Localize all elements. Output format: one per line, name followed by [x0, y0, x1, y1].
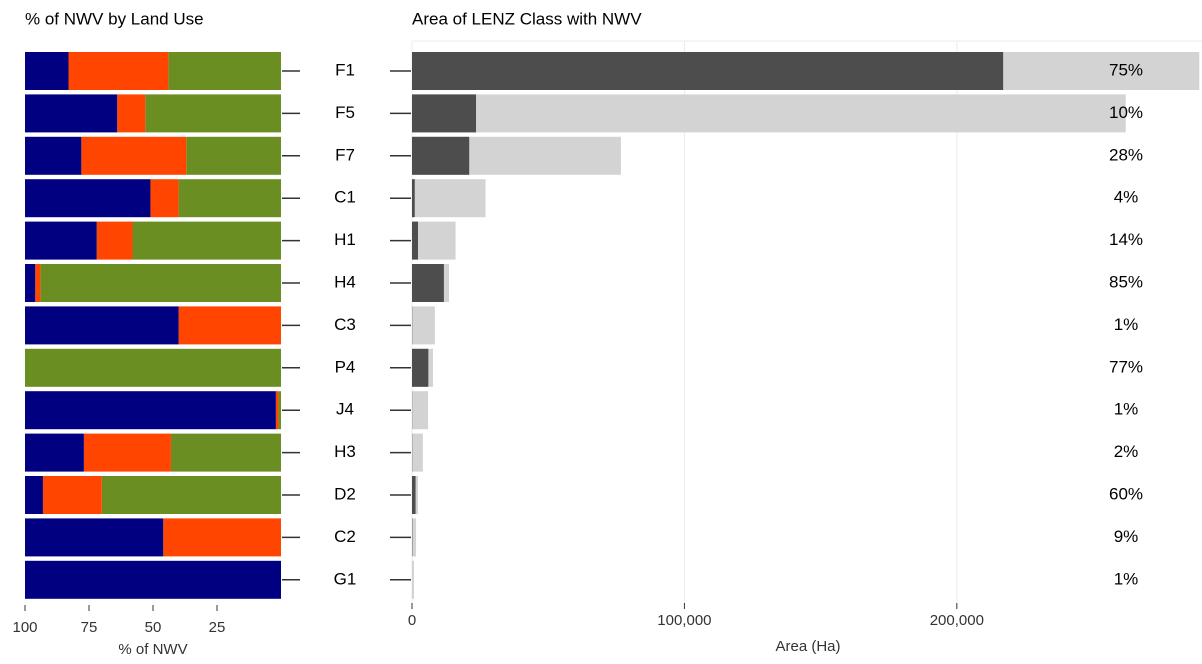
bar-segment	[25, 560, 281, 599]
bar-segment	[25, 306, 179, 345]
bar-segment	[83, 433, 171, 472]
bar-segment	[117, 94, 146, 133]
y-tick-label: H1	[334, 230, 356, 249]
bar	[412, 94, 477, 133]
bar-label: 60%	[1109, 484, 1143, 503]
bar-segment	[132, 221, 281, 260]
right-title: Area of LENZ Class with NWV	[412, 9, 642, 28]
bar-label: 4%	[1114, 188, 1139, 207]
bar-segment	[170, 433, 281, 472]
bar	[412, 136, 470, 175]
bar	[412, 52, 1004, 90]
x-tick-label: 100	[12, 619, 37, 636]
y-tick-label: F1	[335, 60, 355, 79]
bar-segment	[25, 476, 43, 514]
bar-label: 14%	[1109, 230, 1143, 249]
bar-segment	[101, 476, 281, 514]
bar-segment	[186, 136, 281, 175]
bar	[412, 221, 418, 260]
bar-label: 75%	[1109, 60, 1143, 79]
bar-segment	[81, 136, 187, 175]
y-tick-label: H3	[334, 442, 356, 461]
right-x-label: Area (Ha)	[775, 638, 840, 655]
bar-segment	[25, 433, 84, 472]
bar-segment	[96, 221, 133, 260]
bar-segment	[25, 264, 36, 302]
bar-label: 28%	[1109, 145, 1143, 164]
bar-label: 2%	[1114, 442, 1139, 461]
x-tick-label: 200,000	[930, 612, 984, 629]
bar	[412, 264, 444, 302]
y-tick-label: G1	[334, 569, 357, 588]
bar-segment	[25, 94, 118, 133]
bar-label: 85%	[1109, 272, 1143, 291]
bar-segment	[40, 264, 281, 302]
bar	[412, 433, 423, 472]
bar-segment	[25, 221, 97, 260]
bar	[412, 391, 429, 430]
left-x-label: % of NWV	[118, 641, 187, 658]
y-tick-label: C2	[334, 527, 356, 546]
bar-label: 1%	[1114, 569, 1139, 588]
y-tick-label: H4	[334, 272, 356, 291]
bar-label: 10%	[1109, 103, 1143, 122]
left-title: % of NWV by Land Use	[25, 9, 204, 28]
bar-segment	[42, 476, 102, 514]
bar-segment	[150, 179, 179, 218]
bar-segment	[275, 391, 279, 430]
y-tick-label: F5	[335, 103, 355, 122]
bar-segment	[35, 264, 41, 302]
y-tick-label: F7	[335, 145, 355, 164]
x-tick-label: 25	[209, 619, 226, 636]
y-tick-label: C3	[334, 315, 356, 334]
bar-segment	[163, 518, 281, 557]
y-tick-label: D2	[334, 484, 356, 503]
bar-label: 9%	[1114, 527, 1139, 546]
bar-segment	[178, 306, 281, 345]
y-tick-label: J4	[336, 400, 354, 419]
bar-segment	[25, 391, 276, 430]
bar-segment	[25, 52, 69, 90]
bar-segment	[25, 136, 82, 175]
x-tick-label: 0	[408, 612, 416, 629]
bar-segment	[168, 52, 281, 90]
bar-segment	[145, 94, 281, 133]
bar-segment	[178, 179, 281, 218]
bar	[412, 94, 1126, 133]
y-tick-label: P4	[335, 357, 356, 376]
bar	[412, 476, 416, 514]
bar-label: 1%	[1114, 315, 1139, 334]
x-tick-label: 100,000	[657, 612, 711, 629]
bar	[412, 179, 486, 218]
bar	[412, 221, 456, 260]
bar-segment	[278, 391, 281, 430]
bar-label: 77%	[1109, 357, 1143, 376]
x-tick-label: 75	[81, 619, 98, 636]
bar-segment	[25, 518, 164, 557]
bar-segment	[25, 348, 281, 387]
x-tick-label: 50	[145, 619, 162, 636]
bar	[412, 306, 435, 345]
bar-label: 1%	[1114, 400, 1139, 419]
y-tick-label: C1	[334, 188, 356, 207]
bar	[412, 348, 429, 387]
bar	[412, 179, 415, 218]
bar-segment	[25, 179, 151, 218]
bar-segment	[68, 52, 169, 90]
bar	[412, 560, 414, 599]
bar	[412, 518, 417, 557]
